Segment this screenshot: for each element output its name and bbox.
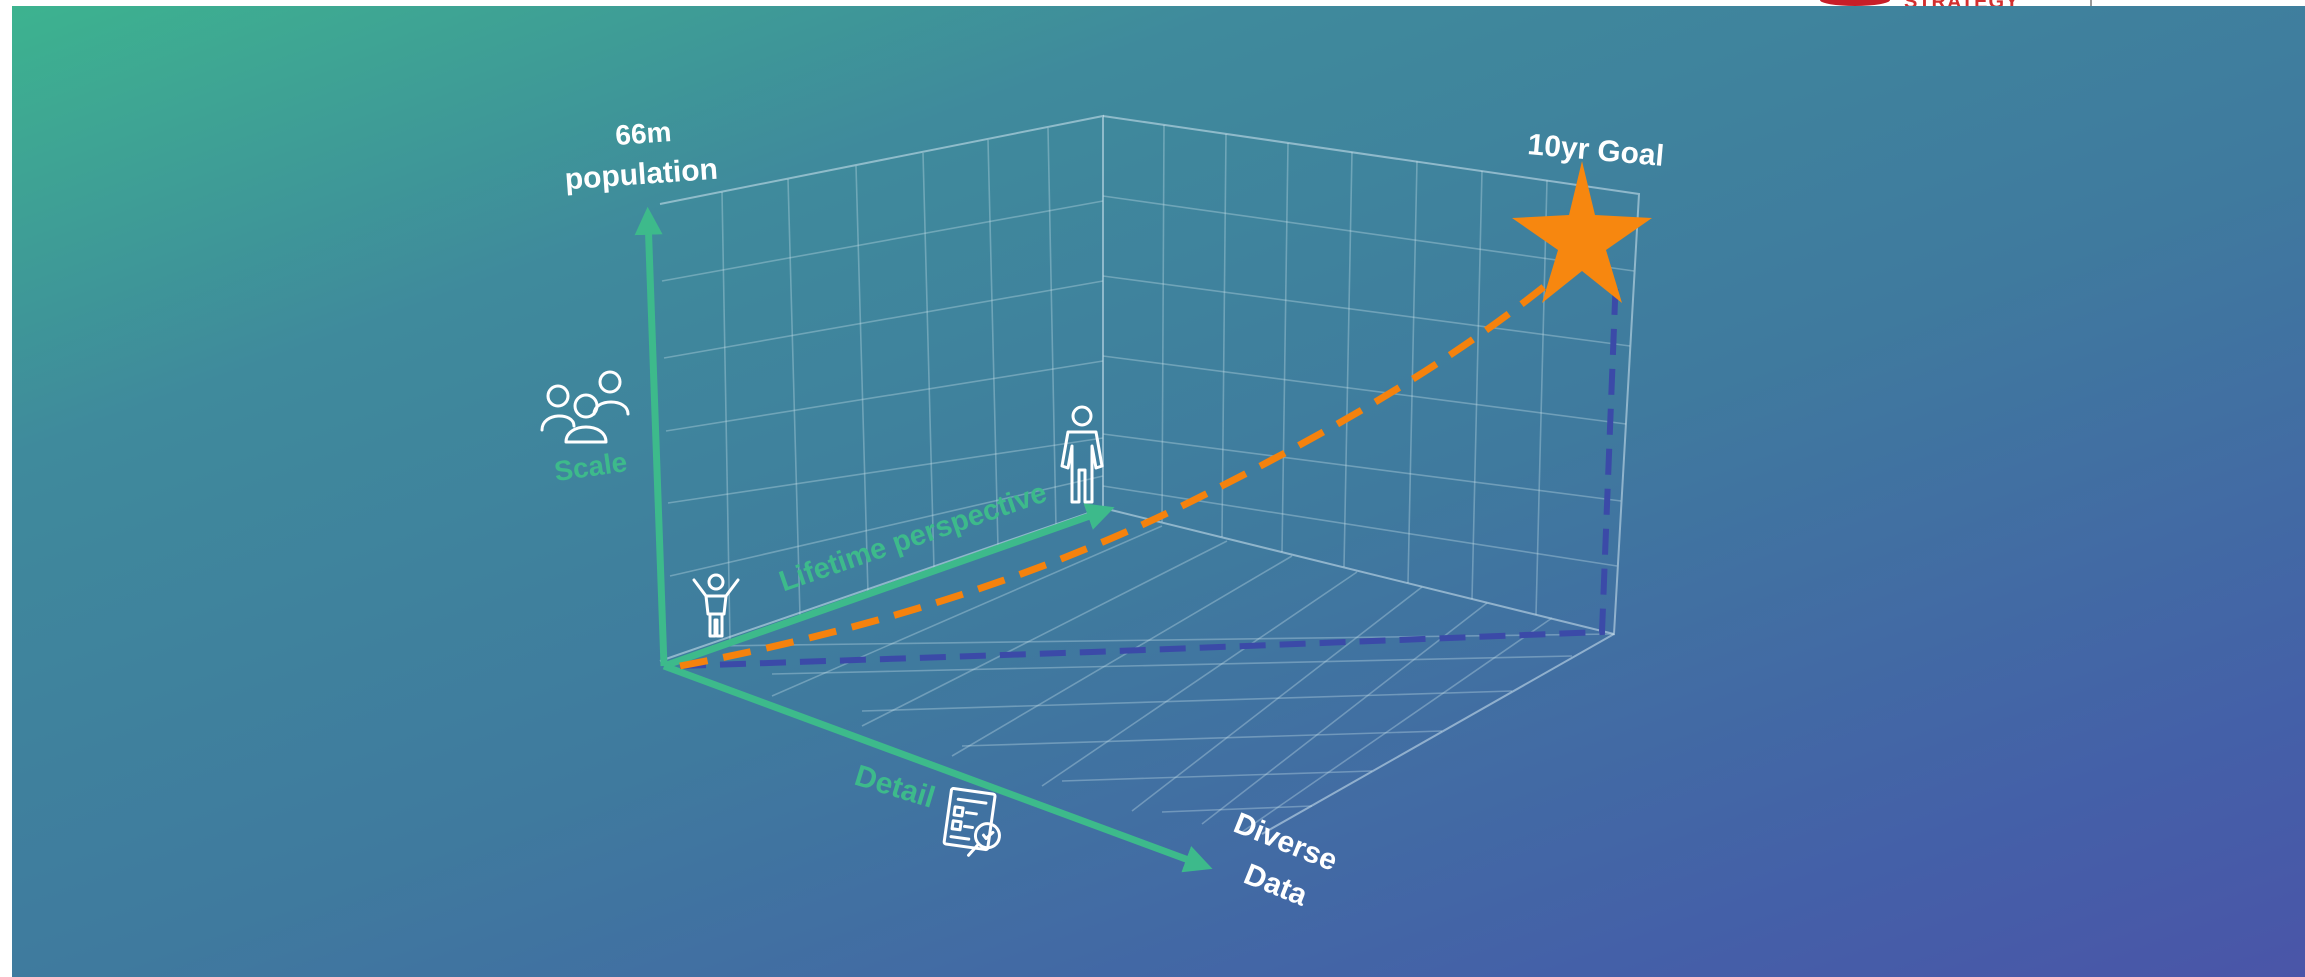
logo-swoosh-icon [1820,0,1890,6]
scale-axis [634,206,668,667]
report-magnifier-icon [942,787,1001,857]
y-axis-label-unit: population [564,153,719,197]
logo-wordmark: STRATEGY [1904,0,2019,8]
right-wall-grid [1102,124,1635,616]
left-wall-grid [661,127,1104,641]
box-outline [659,114,1641,835]
three-axis-diagram: 66m population 10yr Goal Scale Lifetime … [540,114,1665,913]
scale-label: Scale [552,446,629,487]
diverse-data-label-line1: Diverse [1229,807,1342,878]
detail-label: Detail [851,759,939,814]
star-icon [1512,161,1652,303]
goal-label: 10yr Goal [1526,128,1665,173]
people-group-icon [540,370,630,444]
top-strip [0,0,2305,6]
detail-axis [662,662,1213,873]
corner-logo: STRATEGY [1800,0,2305,8]
child-person-icon [692,573,740,638]
baseline-path [679,275,1619,669]
adult-person-icon [1060,405,1104,504]
goal-path [679,261,1575,670]
logo-divider [2090,0,2092,6]
y-axis-label-value: 66m [614,116,672,151]
slide-canvas: 66m population 10yr Goal Scale Lifetime … [12,6,2305,977]
lifetime-axis [662,503,1115,670]
